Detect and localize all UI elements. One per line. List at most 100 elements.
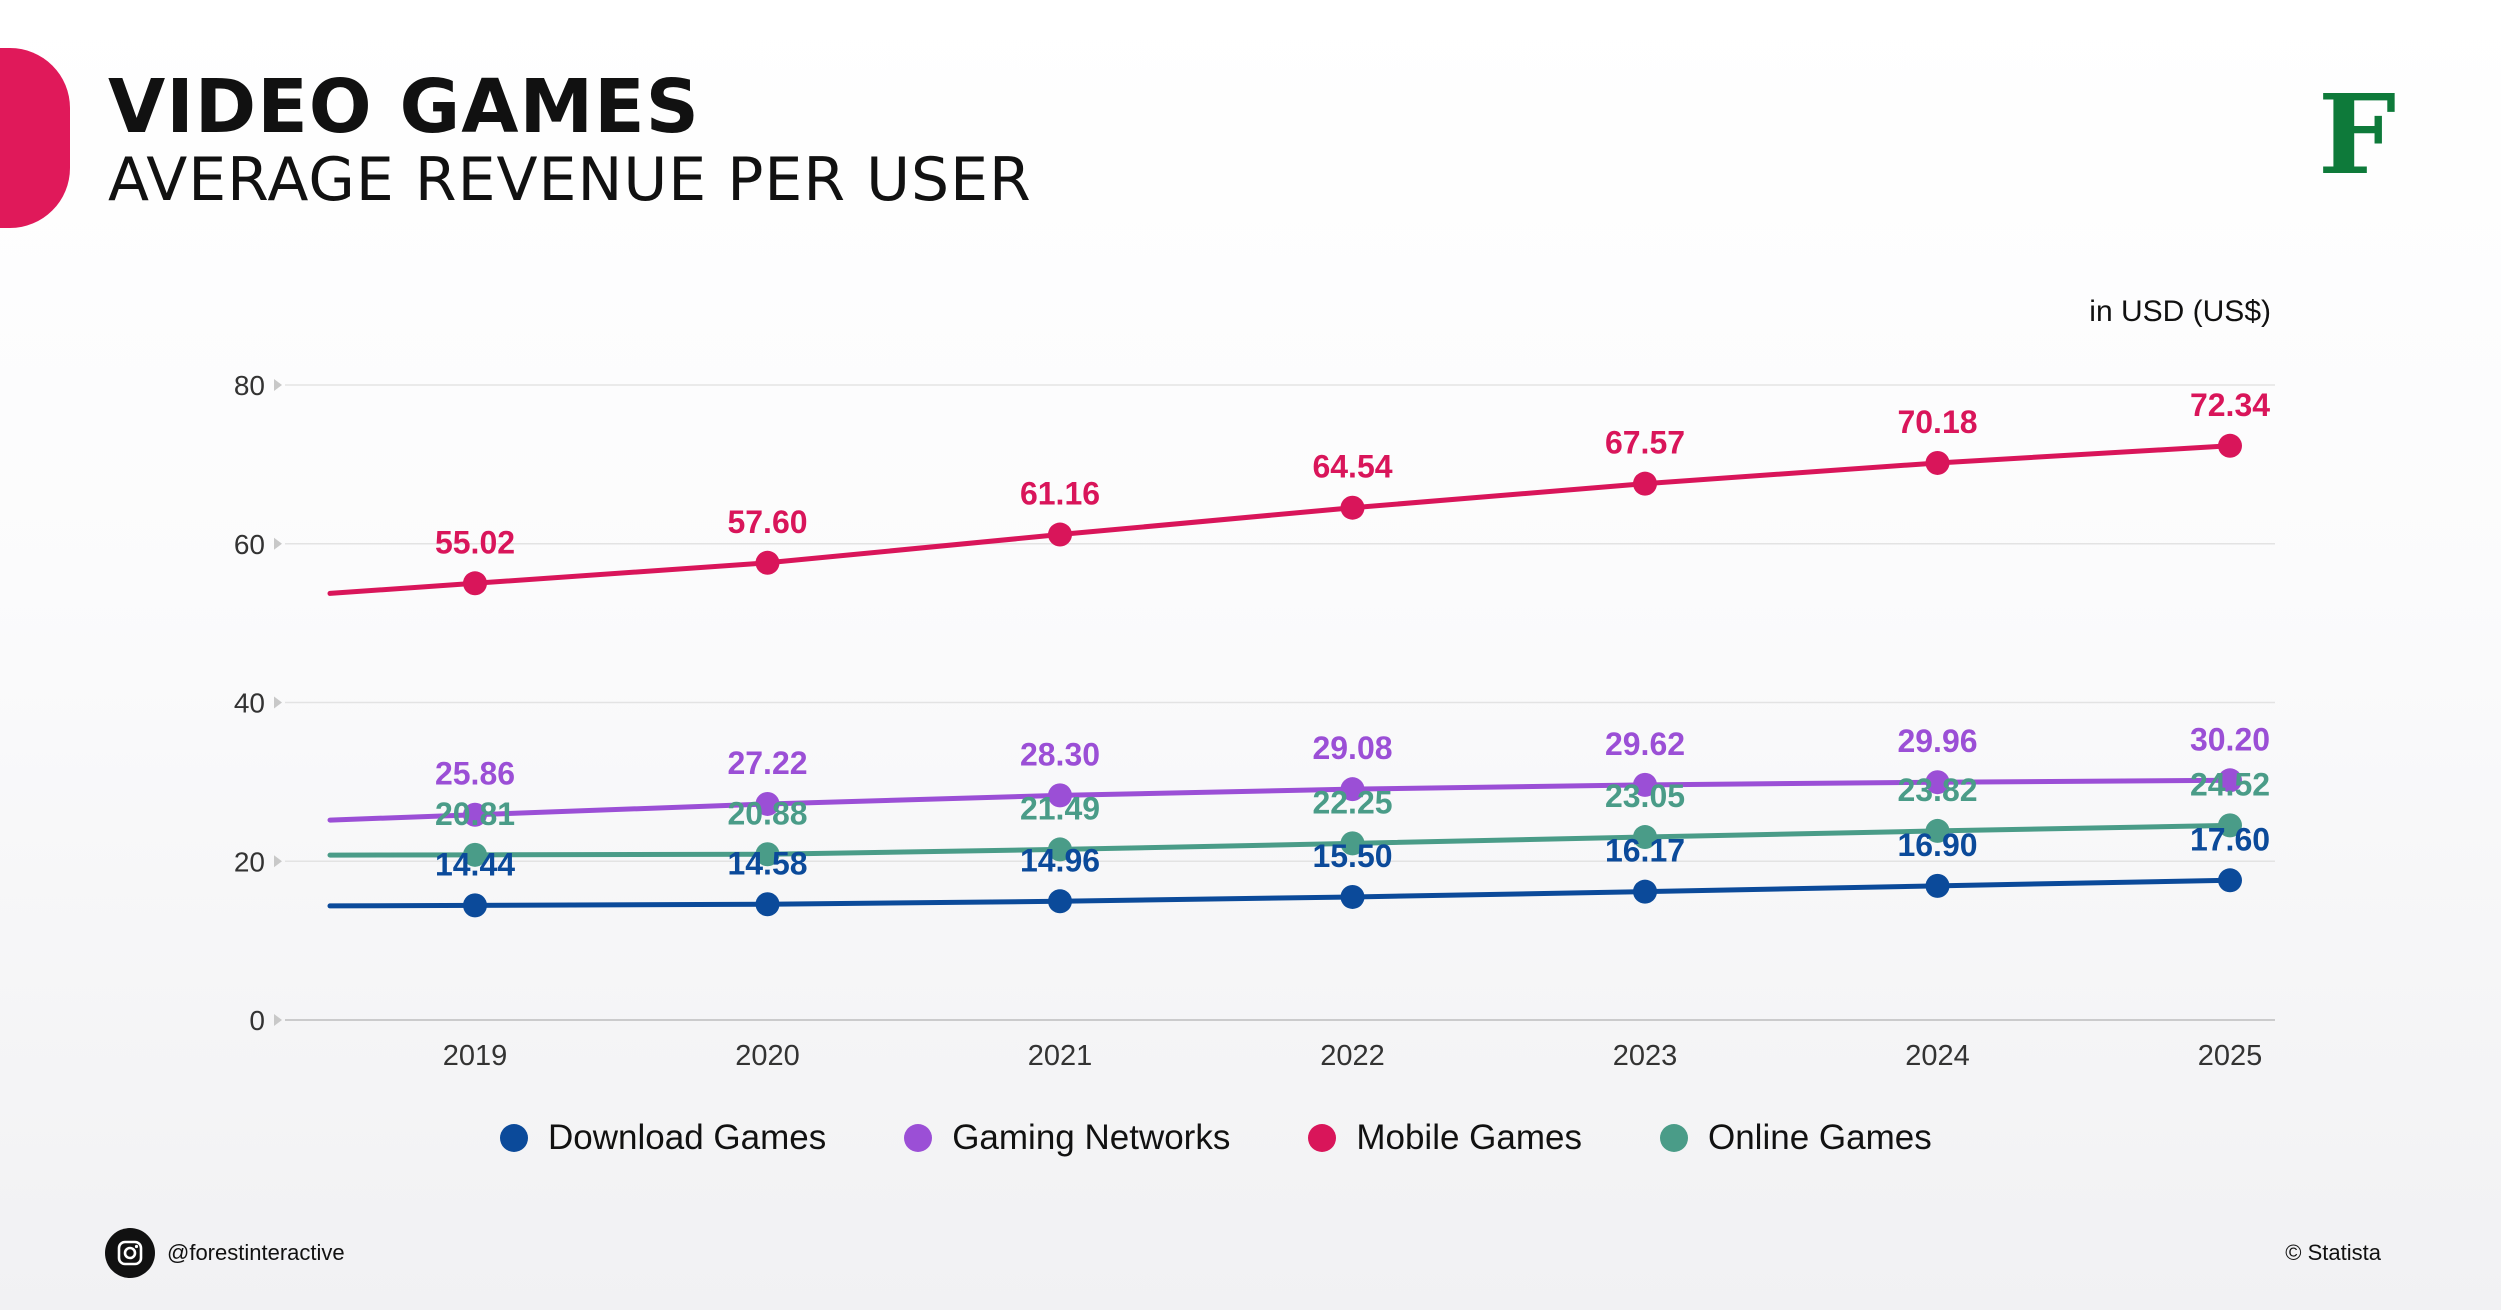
y-tick-marker <box>274 379 282 391</box>
y-tick-marker <box>274 696 282 709</box>
data-point-mobile <box>1048 522 1072 547</box>
y-tick-label: 80 <box>234 370 265 401</box>
data-label-gaming: 27.22 <box>727 745 807 781</box>
y-tick-label: 0 <box>249 1005 265 1036</box>
social-handle[interactable]: @forestinteractive <box>105 1228 345 1278</box>
forest-logo-icon: F <box>2318 70 2397 199</box>
data-point-mobile <box>755 550 780 575</box>
data-point-online <box>1633 825 1657 850</box>
data-label-mobile: 57.60 <box>727 504 807 540</box>
data-point-gaming <box>1340 777 1365 802</box>
data-label-download: 15.50 <box>1312 838 1392 874</box>
data-point-gaming <box>755 791 780 816</box>
y-tick-label: 40 <box>234 688 265 719</box>
legend-label: Online Games <box>1707 1118 1932 1157</box>
data-point-online <box>1340 831 1365 856</box>
data-point-online <box>755 842 780 867</box>
x-tick-label: 2023 <box>1613 1040 1678 1072</box>
data-label-mobile: 67.57 <box>1605 425 1685 461</box>
data-label-gaming: 29.08 <box>1312 730 1392 766</box>
data-label-download: 14.44 <box>435 846 515 882</box>
data-point-download <box>755 892 780 917</box>
legend-item-online: Online Games <box>1659 1118 1932 1158</box>
y-tick-marker <box>274 1014 282 1026</box>
legend-item-gaming: Gaming Networks <box>904 1118 1230 1158</box>
data-point-mobile <box>1340 495 1365 520</box>
data-point-mobile <box>463 571 487 596</box>
data-label-gaming: 30.20 <box>2190 721 2270 757</box>
units-label: in USD (US$) <box>2089 295 2271 328</box>
data-label-mobile: 70.18 <box>1897 404 1977 440</box>
data-point-download <box>463 893 487 918</box>
data-point-mobile <box>1925 450 1950 475</box>
data-point-online <box>463 842 487 867</box>
series-line-download <box>327 877 2233 909</box>
chart-legend: Download Games Gaming Networks Mobile Ga… <box>500 1118 1932 1158</box>
chart-title: VIDEO GAMES <box>108 64 700 150</box>
legend-label: Gaming Networks <box>952 1118 1231 1157</box>
data-label-download: 16.90 <box>1897 827 1977 863</box>
y-tick-label: 60 <box>234 529 265 560</box>
corner-accent-tab <box>0 48 70 228</box>
data-point-mobile <box>1633 471 1657 496</box>
legend-item-download: Download Games <box>500 1118 826 1158</box>
data-point-online <box>1925 818 1950 843</box>
data-point-online <box>2218 813 2242 838</box>
data-point-download <box>1048 889 1072 914</box>
legend-dot <box>1308 1124 1337 1152</box>
data-point-download <box>1633 879 1657 904</box>
legend-dot <box>904 1124 933 1152</box>
data-point-gaming <box>1048 783 1072 808</box>
legend-item-mobile: Mobile Games <box>1308 1118 1582 1158</box>
x-tick-label: 2021 <box>1028 1040 1093 1072</box>
data-point-download <box>2218 868 2242 893</box>
data-point-online <box>1048 837 1072 862</box>
data-label-gaming: 29.96 <box>1897 723 1977 759</box>
data-label-gaming: 28.30 <box>1020 736 1100 772</box>
source-credit: © Statista <box>2285 1240 2381 1265</box>
x-tick-label: 2024 <box>1905 1040 1970 1072</box>
data-point-gaming <box>1633 772 1657 797</box>
x-tick-label: 2022 <box>1320 1040 1385 1072</box>
data-label-mobile: 72.34 <box>2190 387 2270 423</box>
legend-dot <box>1659 1124 1688 1152</box>
data-label-online: 21.49 <box>1020 790 1100 826</box>
data-point-mobile <box>2218 433 2242 458</box>
data-label-online: 23.05 <box>1605 778 1685 814</box>
x-tick-label: 2019 <box>443 1040 508 1072</box>
data-point-download <box>1925 873 1950 898</box>
series-line-online <box>327 822 2233 858</box>
data-label-online: 24.52 <box>2190 766 2270 802</box>
y-tick-marker <box>274 537 282 550</box>
data-point-gaming <box>463 802 487 827</box>
data-label-online: 20.81 <box>435 796 515 832</box>
chart-subtitle: AVERAGE REVENUE PER USER <box>108 145 1032 215</box>
data-label-download: 14.58 <box>727 845 807 881</box>
instagram-icon <box>105 1228 155 1278</box>
data-label-online: 23.82 <box>1897 772 1977 808</box>
data-label-mobile: 55.02 <box>435 524 515 560</box>
handle-text: @forestinteractive <box>167 1240 345 1265</box>
series-line-gaming <box>327 777 2233 823</box>
series-line-mobile <box>327 443 2233 596</box>
data-label-online: 20.88 <box>727 795 807 831</box>
data-label-download: 16.17 <box>1605 833 1685 869</box>
data-point-gaming <box>2218 768 2242 793</box>
legend-label: Download Games <box>548 1118 827 1157</box>
y-tick-marker <box>274 855 282 868</box>
data-label-mobile: 64.54 <box>1312 449 1392 485</box>
data-point-download <box>1340 884 1365 909</box>
x-tick-label: 2020 <box>735 1040 800 1072</box>
data-label-download: 14.96 <box>1020 842 1100 878</box>
data-label-mobile: 61.16 <box>1020 476 1100 512</box>
x-tick-label: 2025 <box>2198 1040 2263 1072</box>
data-label-gaming: 29.62 <box>1605 726 1685 762</box>
data-label-download: 17.60 <box>2190 821 2270 857</box>
data-label-gaming: 25.86 <box>435 756 515 792</box>
data-point-gaming <box>1925 770 1950 795</box>
legend-label: Mobile Games <box>1356 1118 1582 1157</box>
legend-dot <box>500 1124 528 1152</box>
y-tick-label: 20 <box>234 846 265 877</box>
data-label-online: 22.25 <box>1312 784 1392 820</box>
